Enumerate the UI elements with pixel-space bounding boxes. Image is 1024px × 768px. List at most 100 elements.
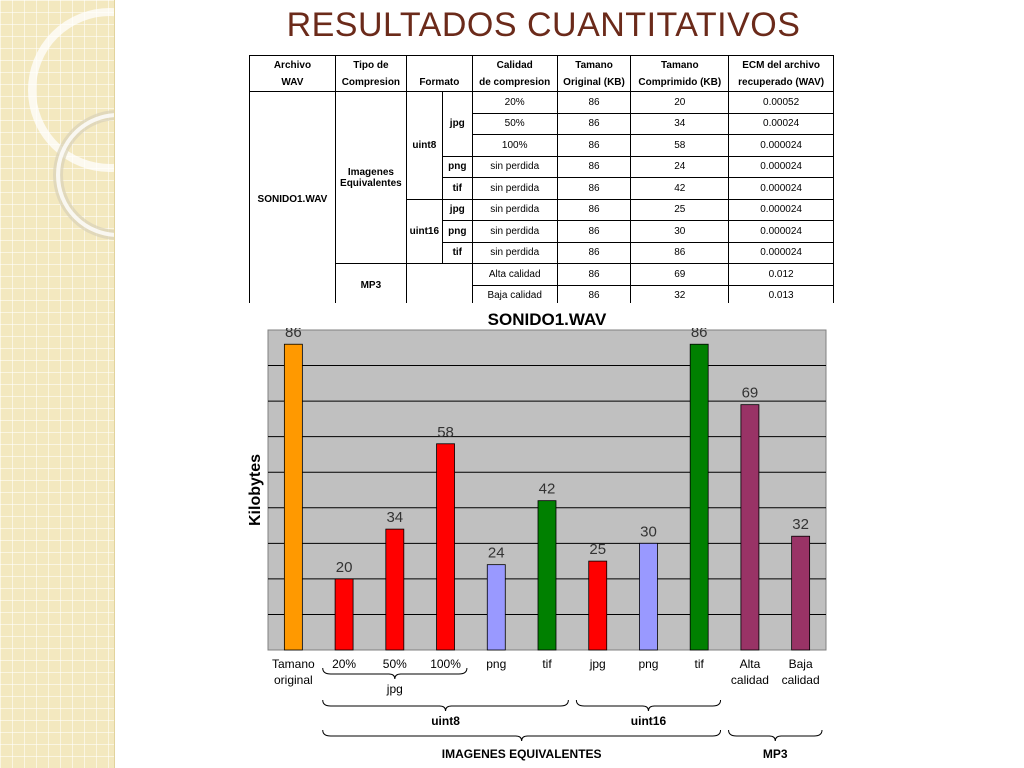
cell-quality: 50%: [471, 112, 558, 135]
value-label: 69: [742, 385, 759, 402]
group-label: IMAGENES EQUIVALENTES: [442, 747, 602, 761]
cell-orig: 86: [556, 155, 632, 178]
value-label: 32: [792, 516, 809, 533]
header-tipo: Tipo de Compresion: [334, 55, 407, 92]
table-row: uint16 jpg sin perdida 86 25 0.000024: [250, 198, 834, 264]
bar: [689, 343, 709, 651]
cell-tipo-mp3: MP3: [334, 263, 407, 307]
cell-formato-uint16: uint16: [405, 198, 443, 264]
bar: [639, 542, 658, 651]
bar: [486, 564, 506, 651]
cell-comp: 34: [630, 112, 730, 135]
header-tamano-comprimido: Tamano Comprimido (KB): [630, 55, 730, 92]
header-ecm: ECM del archivo recuperado (WAV): [728, 55, 834, 92]
table-header-row: Archivo WAV Tipo de Compresion Formato Cal…: [249, 55, 834, 92]
cell-ecm: 0.00052: [728, 91, 834, 114]
cell-ecm: 0.000024: [728, 155, 834, 178]
cell-comp: 86: [630, 241, 730, 264]
cell-quality: sin perdida: [471, 177, 558, 200]
cell-ecm: 0.000024: [728, 220, 834, 243]
cell-orig: 86: [556, 177, 632, 200]
group-braces: jpg uint8 uint16 IMAGENES EQUIVALENTES MP3: [322, 667, 823, 761]
cell-quality: 100%: [471, 134, 558, 157]
table-row: tif sin perdida 86 42 0.000024: [250, 177, 834, 200]
cell-ecm: 0.000024: [728, 134, 834, 157]
cell-comp: 20: [630, 91, 730, 114]
decorative-sidebar: [0, 0, 115, 768]
cell-orig: 86: [556, 91, 632, 114]
cell-fmt: png: [441, 220, 473, 243]
bar: [385, 528, 405, 651]
bars: [283, 343, 811, 651]
cell-tipo-imagenes: Imagenes Equivalentes: [334, 91, 407, 264]
value-label: 58: [437, 424, 454, 441]
chart-title: SONIDO1.WAV: [487, 310, 607, 329]
header-formato: Formato: [405, 55, 473, 92]
header-calidad: Calidad de compresion: [471, 55, 558, 92]
bar: [436, 443, 455, 651]
group-brace: [728, 729, 823, 742]
cell-quality: Alta calidad: [471, 263, 558, 286]
group-brace: [575, 699, 722, 712]
cell-fmt: tif: [441, 177, 473, 200]
group-label: MP3: [763, 747, 788, 761]
cell-fmt: jpg: [441, 198, 473, 221]
slide-title: RESULTADOS CUANTITATIVOS: [286, 6, 801, 44]
cell-orig: 86: [556, 134, 632, 157]
cell-orig: 86: [556, 241, 632, 264]
header-archivo: Archivo WAV: [249, 55, 336, 92]
cell-comp: 69: [630, 263, 730, 286]
cell-fmt: png: [441, 155, 473, 178]
value-label: 42: [539, 481, 556, 498]
cell-quality: sin perdida: [471, 155, 558, 178]
cell-formato-uint8: uint8: [405, 91, 443, 200]
group-brace: [322, 667, 468, 680]
value-label: 86: [285, 328, 302, 341]
tick-label: jpg: [589, 657, 606, 671]
tick-label: Tamano original: [272, 657, 315, 687]
cell-comp: 24: [630, 155, 730, 178]
decorative-rings: [28, 8, 114, 240]
tick-label: tif: [542, 657, 552, 671]
cell-quality: sin perdida: [471, 198, 558, 221]
tick-label: Alta calidad: [731, 657, 769, 687]
bar: [283, 343, 303, 651]
tick-label: tif: [695, 657, 705, 671]
cell-comp: 30: [630, 220, 730, 243]
cell-fmt: jpg: [441, 91, 473, 157]
bar: [588, 560, 608, 651]
cell-comp: 58: [630, 134, 730, 157]
cell-orig: 86: [556, 220, 632, 243]
table-row: SONIDO1.WAV Imagenes Equivalentes uint8 j…: [249, 91, 834, 307]
cell-quality: 20%: [471, 91, 558, 114]
tick-label: png: [638, 657, 658, 671]
table-row: MP3 Alta calidad 86 69 0.012: [250, 263, 834, 307]
cell-orig: 86: [556, 263, 632, 286]
value-label: 34: [386, 509, 403, 526]
group-label: uint16: [631, 714, 667, 728]
cell-orig: 86: [556, 112, 632, 135]
cell-fmt: tif: [441, 241, 473, 264]
cell-orig: 86: [556, 198, 632, 221]
value-label: 25: [589, 541, 606, 558]
tick-label: 100%: [430, 657, 461, 671]
value-label: 30: [640, 523, 657, 540]
cell-comp: 25: [630, 198, 730, 221]
table-row: png sin perdida 86 30 0.000024: [250, 220, 834, 243]
bar: [740, 404, 760, 651]
cell-archivo: SONIDO1.WAV: [249, 91, 336, 307]
group-label: uint8: [431, 714, 460, 728]
table-crop-mask: [240, 303, 840, 315]
bar: [537, 500, 557, 651]
cell-ecm: 0.012: [728, 263, 834, 286]
value-labels: 86 20 34 58 24 42 25 30 86 69 32: [285, 328, 809, 576]
table-row: png sin perdida 86 24 0.000024: [250, 155, 834, 178]
tick-label: png: [486, 657, 506, 671]
value-label: 20: [336, 559, 353, 576]
cell-ecm: 0.00024: [728, 112, 834, 135]
tick-label: Baja calidad: [782, 657, 820, 687]
group-brace: [322, 699, 569, 712]
bar-chart: 86 20 34 58 24 42 25 30 86 69 32 Tamano original 20%…: [247, 328, 827, 761]
tick-label: 50%: [383, 657, 407, 671]
bar: [791, 535, 811, 651]
